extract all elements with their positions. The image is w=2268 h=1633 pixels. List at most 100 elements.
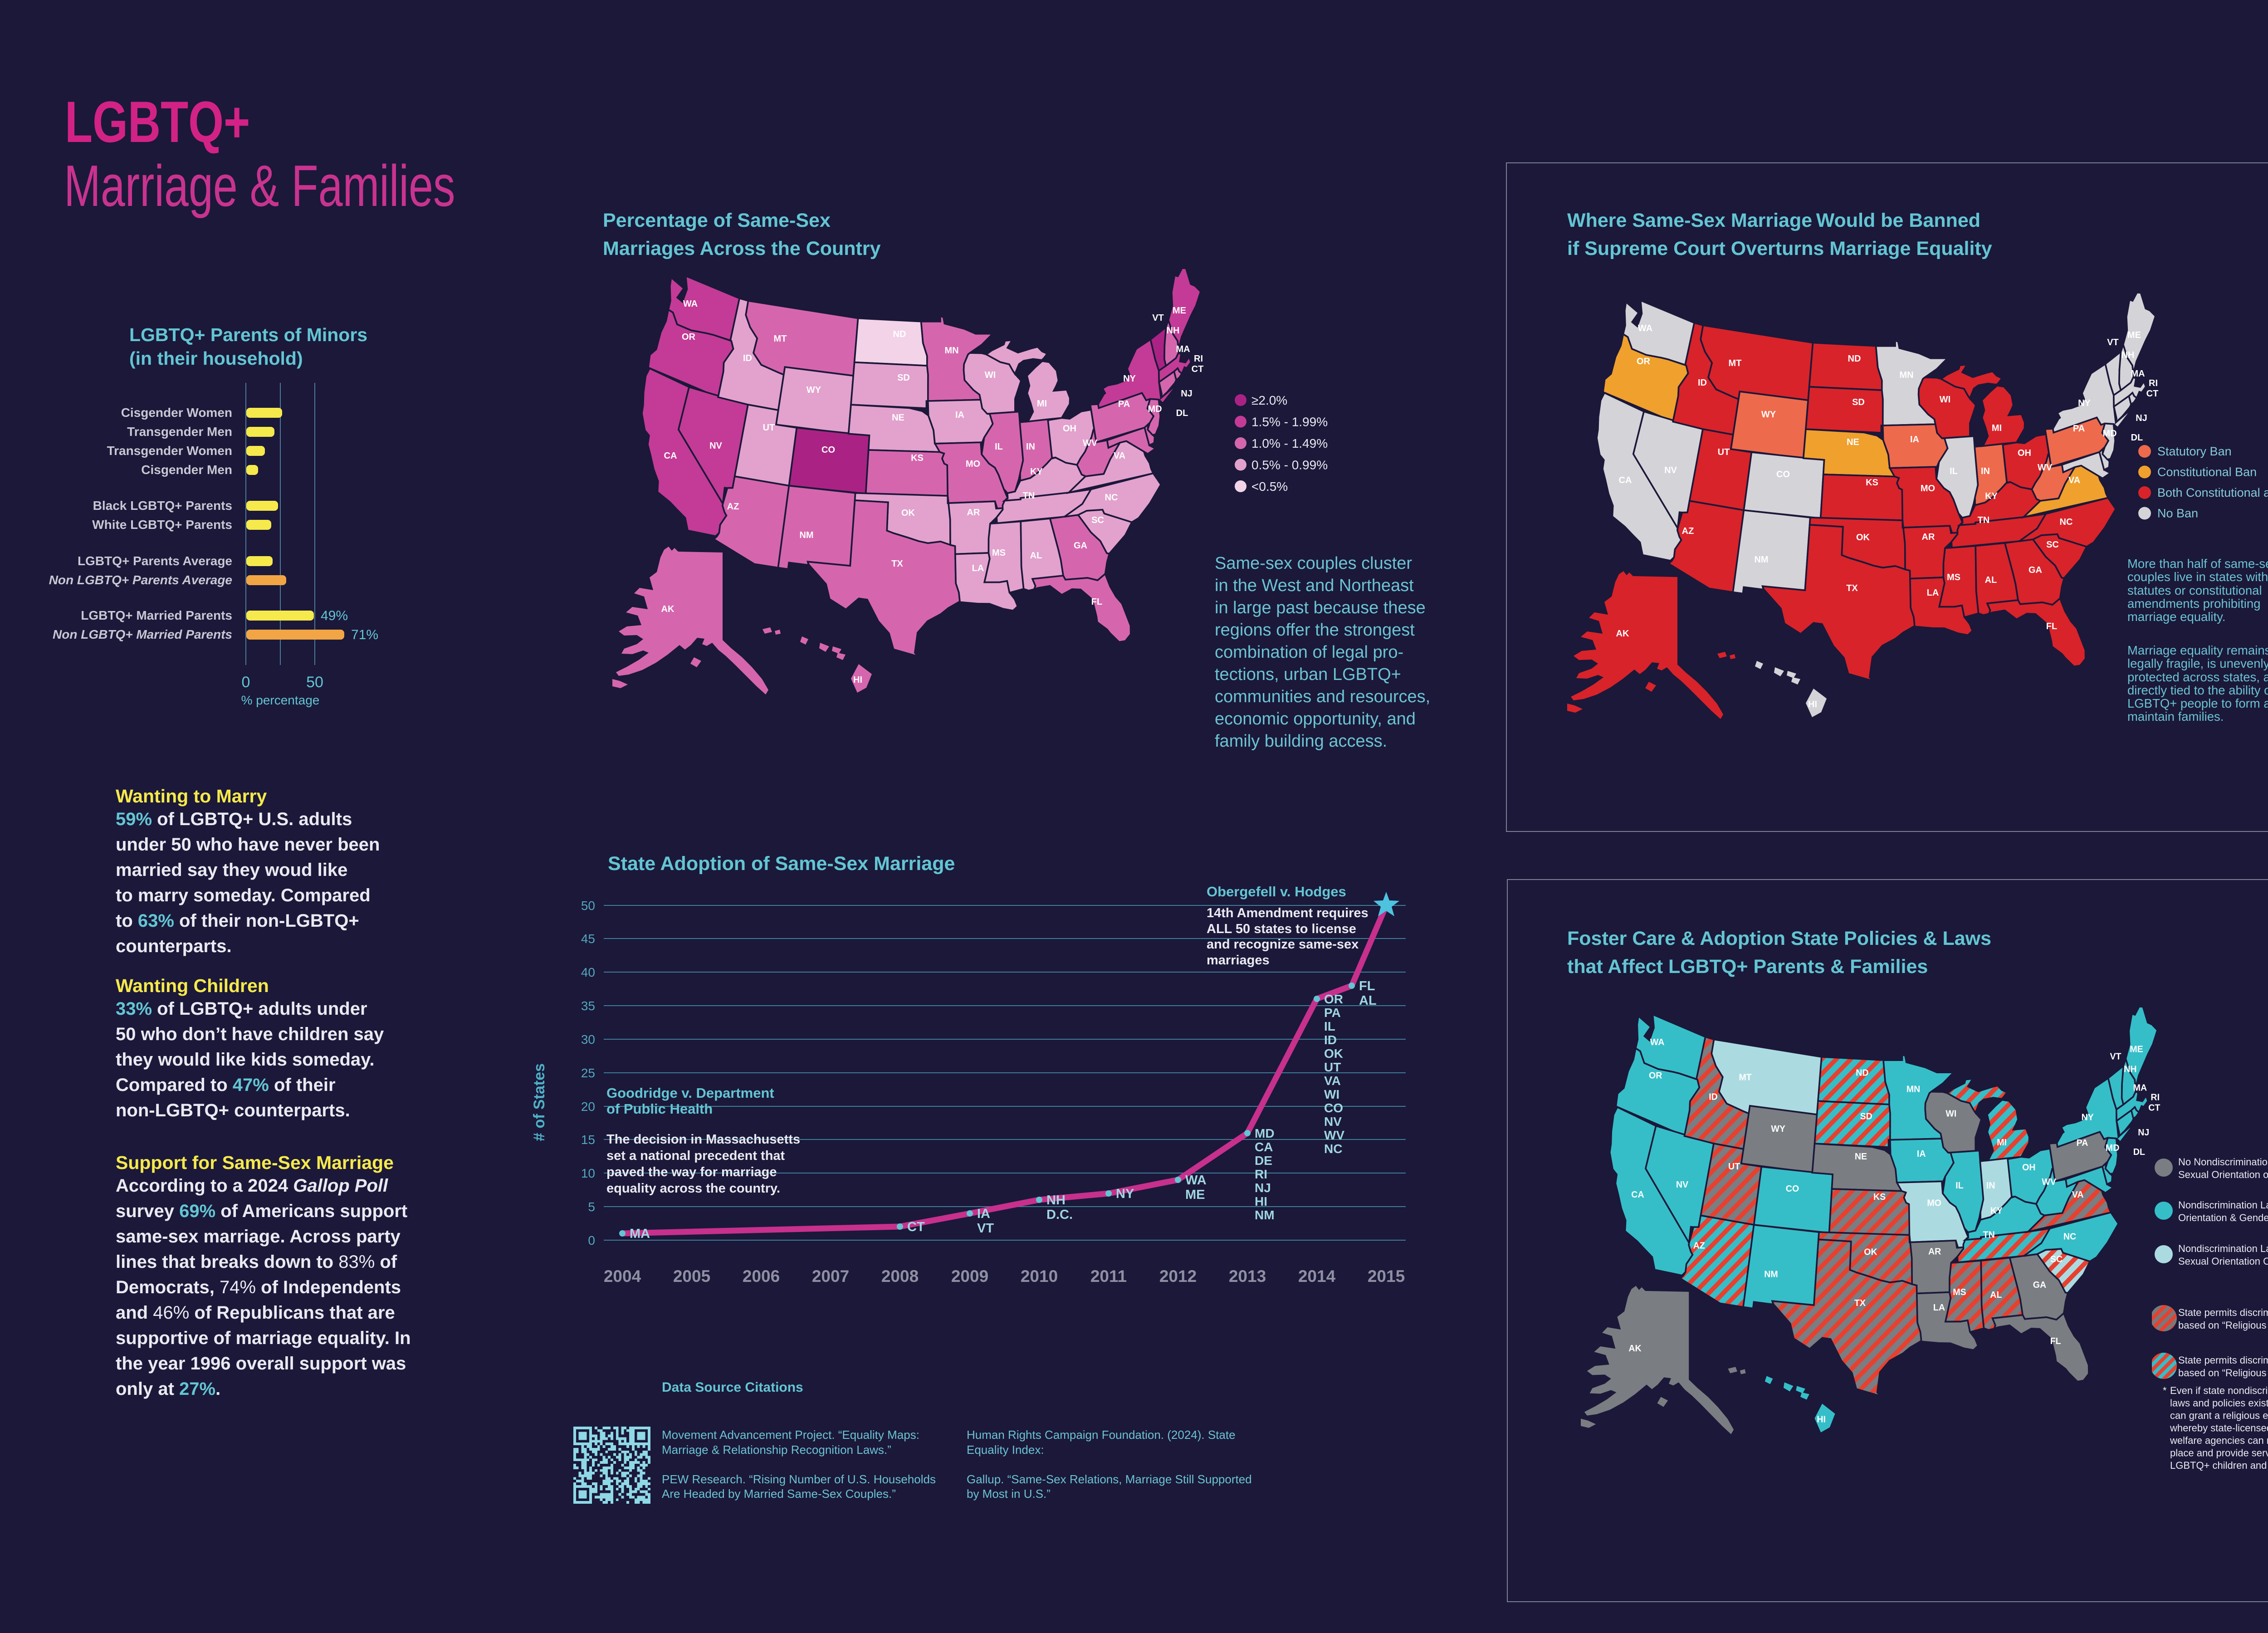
svg-text:2007: 2007 xyxy=(812,1267,849,1286)
svg-text:AR: AR xyxy=(967,508,980,518)
svg-text:CO: CO xyxy=(821,445,835,455)
svg-text:KS: KS xyxy=(1866,478,1878,488)
svg-text:MT: MT xyxy=(774,334,787,344)
svg-text:LGBTQ+ children and families.: LGBTQ+ children and families. xyxy=(2170,1460,2268,1471)
svg-text:AZ: AZ xyxy=(1693,1241,1705,1251)
svg-text:NM: NM xyxy=(799,530,813,540)
svg-text:KY: KY xyxy=(1990,1206,2003,1216)
svg-text:MA: MA xyxy=(630,1227,650,1241)
svg-text:NJ: NJ xyxy=(1181,389,1193,399)
svg-text:CT: CT xyxy=(2146,389,2159,399)
svg-text:IL: IL xyxy=(1950,466,1958,476)
svg-text:20: 20 xyxy=(581,1100,595,1114)
svg-text:MI: MI xyxy=(1992,423,2002,433)
svg-text:0: 0 xyxy=(588,1233,595,1247)
svg-text:2010: 2010 xyxy=(1021,1267,1058,1286)
svg-text:KS: KS xyxy=(911,453,924,463)
svg-text:0.5% - 0.99%: 0.5% - 0.99% xyxy=(1251,458,1328,472)
svg-text:SD: SD xyxy=(1852,397,1865,407)
svg-text:MA: MA xyxy=(2131,369,2145,379)
svg-text:State permits discrimination: State permits discrimination xyxy=(2178,1307,2268,1318)
svg-text:D.C.: D.C. xyxy=(1046,1208,1073,1222)
svg-text:CA: CA xyxy=(1255,1140,1273,1154)
svg-text:WA: WA xyxy=(1185,1173,1207,1188)
svg-text:CA: CA xyxy=(1619,475,1632,485)
svg-text:ID: ID xyxy=(1324,1033,1337,1047)
svg-text:FL: FL xyxy=(2046,621,2057,631)
svg-text:NH: NH xyxy=(1167,326,1180,336)
svg-text:% percentage: % percentage xyxy=(241,693,320,707)
svg-text:MN: MN xyxy=(944,346,958,356)
svg-text:HI: HI xyxy=(1808,699,1817,709)
svg-text:MD: MD xyxy=(2102,429,2116,439)
svg-text:UT: UT xyxy=(1324,1060,1341,1074)
svg-text:CO: CO xyxy=(1786,1184,1799,1194)
svg-text:RI: RI xyxy=(1255,1167,1267,1181)
svg-text:AL: AL xyxy=(1359,993,1377,1008)
svg-text:VT: VT xyxy=(2107,337,2119,347)
svg-text:ND: ND xyxy=(1856,1068,1868,1078)
svg-text:WA: WA xyxy=(1638,323,1652,333)
svg-text:MS: MS xyxy=(1953,1287,1966,1297)
svg-text:2004: 2004 xyxy=(604,1267,641,1286)
svg-text:2006: 2006 xyxy=(743,1267,780,1286)
svg-text:0: 0 xyxy=(242,674,250,691)
svg-text:Sexual Orientation or Gender I: Sexual Orientation or Gender Identity xyxy=(2178,1169,2268,1180)
svg-text:TX: TX xyxy=(891,559,903,569)
svg-text:UT: UT xyxy=(763,423,775,433)
svg-text:WA: WA xyxy=(1650,1037,1665,1047)
svg-text:<0.5%: <0.5% xyxy=(1251,479,1288,494)
svg-text:2005: 2005 xyxy=(673,1267,710,1286)
svg-text:OK: OK xyxy=(1864,1247,1877,1257)
svg-text:White LGBTQ+ Parents: White LGBTQ+ Parents xyxy=(92,518,232,532)
svg-text:NM: NM xyxy=(1255,1208,1275,1222)
svg-text:Both Constitutional and Statut: Both Constitutional and Statutory Ban xyxy=(2157,486,2268,499)
svg-text:WI: WI xyxy=(985,370,996,380)
svg-text:MA: MA xyxy=(1176,344,1190,354)
svg-text:CT: CT xyxy=(2148,1103,2160,1113)
svg-text:State permits discrimination: State permits discrimination xyxy=(2178,1354,2268,1366)
svg-text:IL: IL xyxy=(995,442,1003,452)
svg-text:WV: WV xyxy=(1324,1128,1344,1142)
svg-text:HI: HI xyxy=(1255,1194,1267,1208)
svg-text:MD: MD xyxy=(1255,1126,1275,1140)
svg-text:NM: NM xyxy=(1754,555,1768,565)
svg-text:MD: MD xyxy=(1148,404,1162,414)
svg-text:RI: RI xyxy=(2151,1092,2160,1102)
svg-text:MO: MO xyxy=(966,459,980,469)
svg-text:MT: MT xyxy=(1739,1072,1751,1082)
svg-text:PA: PA xyxy=(2077,1138,2088,1148)
svg-text:# of States: # of States xyxy=(531,1063,548,1141)
svg-text:Orientation & Gender Identity: Orientation & Gender Identity xyxy=(2178,1212,2268,1223)
svg-text:TN: TN xyxy=(1983,1230,1995,1240)
svg-text:Cisgender Women: Cisgender Women xyxy=(121,406,232,420)
svg-text:50: 50 xyxy=(581,899,595,913)
svg-text:VT: VT xyxy=(2110,1051,2121,1061)
svg-text:WY: WY xyxy=(1761,410,1776,420)
svg-text:40: 40 xyxy=(581,965,595,979)
svg-text:2011: 2011 xyxy=(1090,1267,1127,1286)
svg-text:MI: MI xyxy=(1997,1138,2007,1148)
svg-text:can grant a religious exemptio: can grant a religious exemption xyxy=(2170,1410,2268,1421)
svg-text:WI: WI xyxy=(1945,1109,1956,1119)
svg-text:IL: IL xyxy=(1955,1181,1963,1191)
svg-text:SC: SC xyxy=(2050,1254,2063,1264)
svg-text:ND: ND xyxy=(1848,354,1861,364)
svg-text:NH: NH xyxy=(2124,1064,2136,1074)
svg-text:71%: 71% xyxy=(351,627,378,642)
svg-text:*: * xyxy=(2163,1385,2167,1396)
svg-text:TN: TN xyxy=(1978,515,1990,525)
svg-text:CO: CO xyxy=(1776,469,1790,479)
svg-text:VA: VA xyxy=(2068,475,2080,485)
svg-text:25: 25 xyxy=(581,1066,595,1080)
svg-text:FL: FL xyxy=(1359,979,1375,993)
svg-text:ME: ME xyxy=(2127,330,2141,340)
svg-text:LA: LA xyxy=(1927,588,1939,598)
svg-text:laws and policies exist states: laws and policies exist states xyxy=(2170,1398,2268,1409)
svg-text:2008: 2008 xyxy=(881,1267,919,1286)
svg-text:VA: VA xyxy=(1114,451,1125,461)
svg-text:OK: OK xyxy=(1324,1046,1343,1061)
svg-text:NC: NC xyxy=(1105,493,1118,503)
svg-text:LA: LA xyxy=(972,563,984,573)
svg-text:MS: MS xyxy=(1947,572,1960,582)
